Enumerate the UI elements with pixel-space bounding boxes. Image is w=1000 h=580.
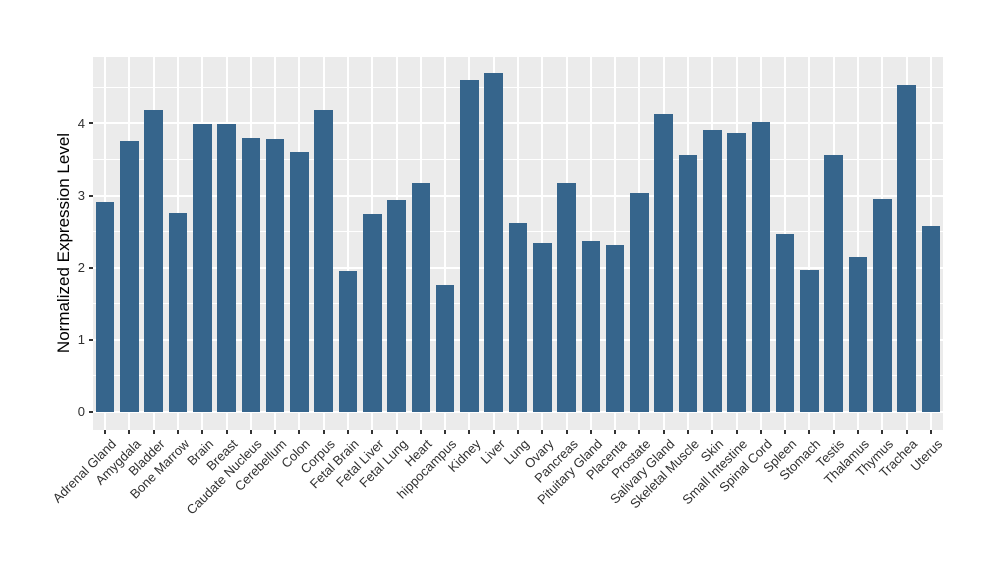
bar-brain [193,124,212,412]
y-tick-label-0: 0 [77,404,85,420]
x-tick-mark-hippocampus [444,430,447,434]
bar-lung [508,222,528,412]
bar-testis [824,155,843,412]
x-tick-mark-spinal-cord [759,430,762,434]
y-tick-mark-0 [89,410,93,413]
bar-thalamus [848,256,868,412]
bar-placenta [605,245,625,412]
bar-skin [703,129,722,412]
x-tick-mark-fetal-brain [347,430,349,434]
x-tick-mark-stomach [808,430,811,434]
bar-prostate [630,193,649,412]
vertical-gridline-hippocampus [444,57,447,430]
bar-bone-marrow [168,212,188,412]
bar-spinal-cord [751,121,771,412]
bar-trachea [897,85,916,412]
x-tick-mark-testis [832,430,835,434]
bar-caudate-nucleus [241,137,261,412]
x-tick-mark-kidney [468,430,471,434]
bar-ovary [533,243,552,412]
x-tick-label-liver: Liver [477,436,508,467]
bar-pituitary-gland [581,240,601,412]
bar-corpus [314,110,333,412]
bar-spleen [775,233,795,412]
vertical-gridline-thalamus [857,57,859,430]
bar-hippocampus [435,285,455,412]
x-tick-mark-brain [201,430,204,434]
x-tick-mark-adrenal-gland [104,430,107,434]
x-tick-mark-thalamus [857,430,859,434]
y-tick-mark-1 [89,338,93,341]
x-tick-mark-breast [225,430,228,434]
x-tick-mark-uterus [929,430,932,434]
y-tick-mark-2 [89,266,93,269]
x-tick-mark-small-intestine [735,430,738,434]
x-tick-mark-liver [492,430,495,434]
bar-liver [484,72,503,412]
y-axis-title: Normalized Expression Level [54,132,73,354]
y-tick-label-2: 2 [77,260,85,276]
bar-fetal-liver [363,214,382,412]
x-tick-mark-amygdala [128,430,131,434]
bar-breast [217,124,236,412]
y-tick-mark-3 [89,194,93,197]
bar-uterus [921,225,941,412]
x-tick-mark-skeletal-muscle [687,430,689,434]
bar-bladder [144,109,163,412]
y-tick-label-4: 4 [77,115,85,131]
x-tick-mark-salivary-gland [662,430,665,434]
x-tick-mark-lung [517,430,519,434]
plot-panel [93,57,943,430]
bar-small-intestine [727,132,746,412]
x-tick-mark-spleen [784,430,787,434]
bar-heart [411,182,431,412]
bar-amygdala [120,141,139,412]
x-tick-mark-pancreas [565,430,568,434]
y-tick-label-1: 1 [77,332,85,348]
vertical-gridline-placenta [614,57,617,430]
bar-kidney [460,80,479,412]
x-tick-mark-placenta [614,430,617,434]
x-tick-mark-thymus [881,430,884,434]
bar-thymus [873,199,892,412]
x-tick-mark-fetal-lung [395,430,398,434]
bar-skeletal-muscle [678,155,698,412]
x-tick-mark-caudate-nucleus [249,430,252,434]
bar-fetal-brain [338,270,358,412]
x-tick-mark-bone-marrow [177,430,179,434]
x-tick-mark-colon [298,430,301,434]
x-tick-mark-pituitary-gland [589,430,592,434]
y-tick-mark-4 [89,122,93,125]
x-tick-mark-trachea [905,430,908,434]
y-tick-label-3: 3 [77,188,85,204]
x-tick-mark-prostate [638,430,641,434]
x-tick-mark-skin [711,430,714,434]
vertical-gridline-stomach [808,57,811,430]
x-tick-mark-cerebellum [274,430,277,434]
bar-pancreas [557,182,576,412]
bar-fetal-lung [387,199,406,412]
bar-cerebellum [265,138,285,412]
vertical-gridline-fetal-brain [347,57,349,430]
x-tick-mark-bladder [152,430,155,434]
bar-adrenal-gland [95,202,115,412]
x-tick-mark-corpus [322,430,325,434]
bar-salivary-gland [654,114,673,412]
bar-colon [290,151,309,412]
x-tick-mark-heart [419,430,422,434]
bar-stomach [800,269,819,412]
x-tick-mark-fetal-liver [371,430,374,434]
x-tick-mark-ovary [541,430,544,434]
